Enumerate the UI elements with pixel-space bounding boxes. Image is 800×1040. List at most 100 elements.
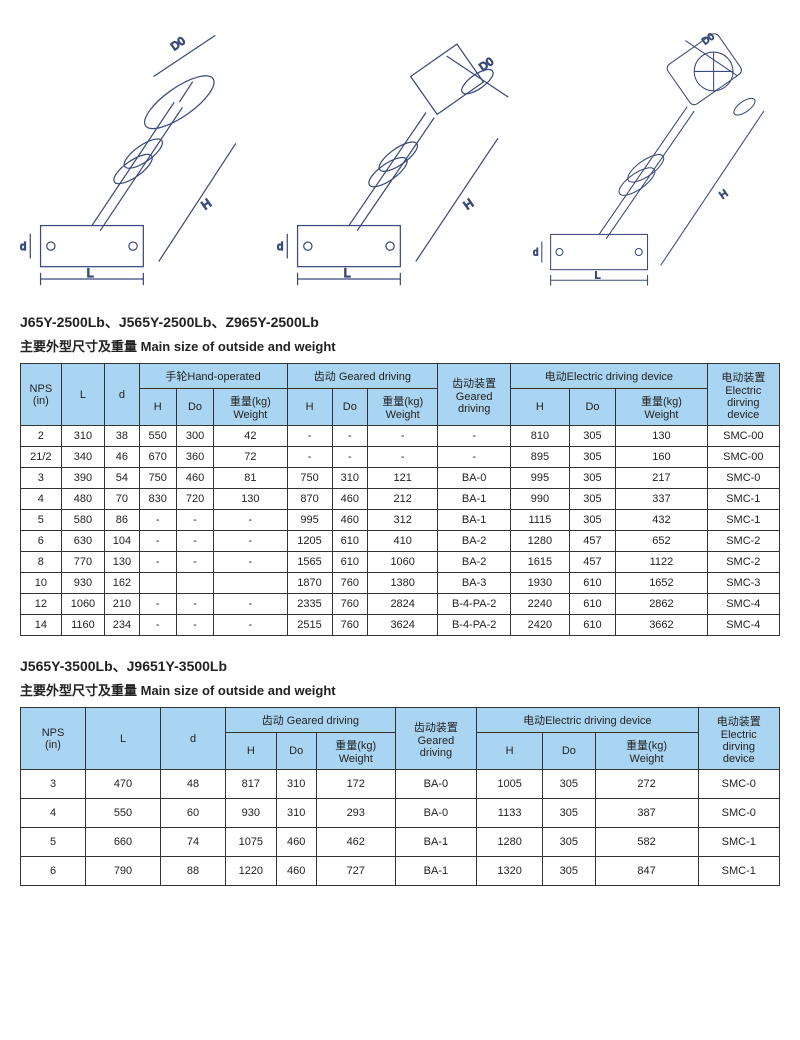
table-cell: 86 (105, 510, 139, 531)
th-electric: 电动Electric driving device (511, 364, 708, 389)
table-cell: 310 (276, 799, 316, 828)
table-cell: 3 (21, 468, 62, 489)
table-cell: 21/2 (21, 447, 62, 468)
table-cell: BA-0 (395, 770, 476, 799)
table-cell: 1220 (226, 857, 277, 886)
table-row: 448070830720130870460212BA-1990305337SMC… (21, 489, 780, 510)
table-cell: - (214, 531, 287, 552)
table-cell: - (139, 552, 176, 573)
table-cell: 160 (616, 447, 707, 468)
table-cell: 760 (332, 615, 368, 636)
table-cell: 410 (368, 531, 438, 552)
table-cell: 895 (511, 447, 570, 468)
table-cell (139, 573, 176, 594)
table-cell: - (176, 531, 213, 552)
table-cell: BA-1 (438, 489, 511, 510)
table-cell: 305 (543, 799, 595, 828)
table-cell: - (176, 510, 213, 531)
table-cell: SMC-0 (698, 770, 779, 799)
table-cell: 1280 (511, 531, 570, 552)
table-row: 121060210---23357602824B-4-PA-2224061028… (21, 594, 780, 615)
table-cell: 750 (139, 468, 176, 489)
table-cell: 305 (569, 489, 615, 510)
table-row: 455060930310293BA-01133305387SMC-0 (21, 799, 780, 828)
table-cell: 310 (332, 468, 368, 489)
table-row: 8770130---15656101060BA-216154571122SMC-… (21, 552, 780, 573)
table-cell: 1615 (511, 552, 570, 573)
table-cell: - (332, 426, 368, 447)
table-cell: - (176, 552, 213, 573)
table-cell: 310 (61, 426, 104, 447)
diagram-electric: H D0 L d (533, 23, 780, 292)
table-cell: 42 (214, 426, 287, 447)
table-cell: SMC-00 (707, 447, 779, 468)
table-cell: 210 (105, 594, 139, 615)
table-cell: 3 (21, 770, 86, 799)
table-cell: 460 (332, 510, 368, 531)
table-cell: SMC-2 (707, 552, 779, 573)
svg-text:H: H (718, 187, 731, 201)
table-cell: 810 (511, 426, 570, 447)
table-cell: SMC-1 (698, 828, 779, 857)
table-cell: 457 (569, 552, 615, 573)
table-cell: B-4-PA-2 (438, 615, 511, 636)
table-cell: SMC-4 (707, 615, 779, 636)
table-cell: - (214, 615, 287, 636)
table-cell: 10 (21, 573, 62, 594)
table-cell: SMC-1 (698, 857, 779, 886)
table-cell: 460 (332, 489, 368, 510)
table-cell: SMC-3 (707, 573, 779, 594)
table-cell: 3624 (368, 615, 438, 636)
table-cell: 930 (226, 799, 277, 828)
table-cell: 2862 (616, 594, 707, 615)
table-cell: 1133 (477, 799, 543, 828)
table-cell: 6 (21, 531, 62, 552)
table-cell: - (176, 615, 213, 636)
table-cell: 470 (86, 770, 161, 799)
table-row: 558086---995460312BA-11115305432SMC-1 (21, 510, 780, 531)
table-cell: 310 (276, 770, 316, 799)
table-cell: BA-0 (438, 468, 511, 489)
table-cell (176, 573, 213, 594)
table-cell: 2420 (511, 615, 570, 636)
table-cell: 610 (569, 573, 615, 594)
section1-title: J65Y-2500Lb、J565Y-2500Lb、Z965Y-2500Lb (20, 312, 780, 332)
table-cell: 70 (105, 489, 139, 510)
table-row: 347048817310172BA-01005305272SMC-0 (21, 770, 780, 799)
table-cell: 990 (511, 489, 570, 510)
table-cell: 212 (368, 489, 438, 510)
table-cell: 870 (287, 489, 332, 510)
table-cell: 830 (139, 489, 176, 510)
table-cell: 770 (61, 552, 104, 573)
table-cell: 312 (368, 510, 438, 531)
table-cell: SMC-00 (707, 426, 779, 447)
table-cell: BA-1 (395, 857, 476, 886)
section2-title: J565Y-3500Lb、J9651Y-3500Lb (20, 656, 780, 676)
table-cell: 995 (287, 510, 332, 531)
section1-subtitle: 主要外型尺寸及重量 Main size of outside and weigh… (20, 336, 780, 355)
table-cell: 1060 (368, 552, 438, 573)
table-cell: 457 (569, 531, 615, 552)
table-cell: 46 (105, 447, 139, 468)
table-cell: 580 (61, 510, 104, 531)
table-cell: 1870 (287, 573, 332, 594)
table-cell: 305 (569, 468, 615, 489)
table-cell: SMC-2 (707, 531, 779, 552)
table-cell: 1060 (61, 594, 104, 615)
table-cell: - (287, 426, 332, 447)
table-cell: - (139, 510, 176, 531)
table-cell: - (139, 594, 176, 615)
table-cell: 610 (332, 552, 368, 573)
table-cell: 305 (543, 857, 595, 886)
dim-d: d (20, 241, 26, 253)
table-cell: 1160 (61, 615, 104, 636)
table-cell: 660 (86, 828, 161, 857)
table-cell: 817 (226, 770, 277, 799)
table-cell: 390 (61, 468, 104, 489)
table-cell: 1320 (477, 857, 543, 886)
table-cell: 72 (214, 447, 287, 468)
diagram-geared: H D0 L d (277, 20, 524, 292)
table-cell: 790 (86, 857, 161, 886)
table-cell: 305 (569, 447, 615, 468)
table-row: 141160234---25157603624B-4-PA-2242061036… (21, 615, 780, 636)
